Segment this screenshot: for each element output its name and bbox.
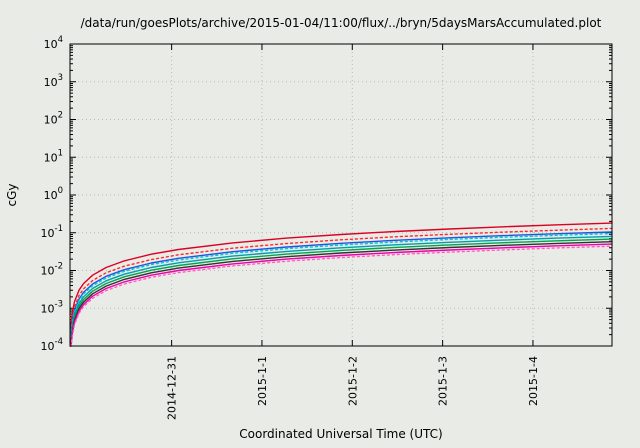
y-tick-label: 10-1 <box>41 224 63 240</box>
series-red-dotted <box>69 227 613 347</box>
series-pink-dotted <box>69 245 613 347</box>
x-tick-label: 2015-1-2 <box>346 356 359 406</box>
y-tick-label: 104 <box>44 35 63 51</box>
y-tick-label: 10-3 <box>41 299 63 315</box>
series-red-upper <box>69 222 613 347</box>
plot-title: /data/run/goesPlots/archive/2015-01-04/1… <box>81 16 602 30</box>
y-tick-label: 100 <box>44 186 63 202</box>
x-tick-label: 2015-1-1 <box>256 356 269 406</box>
plot-border <box>69 43 613 347</box>
x-axis-label: Coordinated Universal Time (UTC) <box>239 427 442 441</box>
y-tick-label: 10-4 <box>41 337 63 353</box>
y-tick-label: 103 <box>44 73 63 89</box>
plot-content: 10-4 10-3 10-2 10-1 100 101 102 103 104 2014-12-3… <box>41 35 613 420</box>
y-tick-label: 10-2 <box>41 262 63 278</box>
y-tick-label: 101 <box>44 148 63 164</box>
x-tick-label: 2015-1-3 <box>437 356 450 406</box>
series-blue <box>69 231 613 347</box>
y-tick-label: 102 <box>44 111 63 127</box>
y-axis-label: cGy <box>5 184 19 207</box>
x-tick-label: 2014-12-31 <box>166 356 179 420</box>
x-tick-label: 2015-1-4 <box>527 356 540 406</box>
series-black <box>69 241 613 347</box>
